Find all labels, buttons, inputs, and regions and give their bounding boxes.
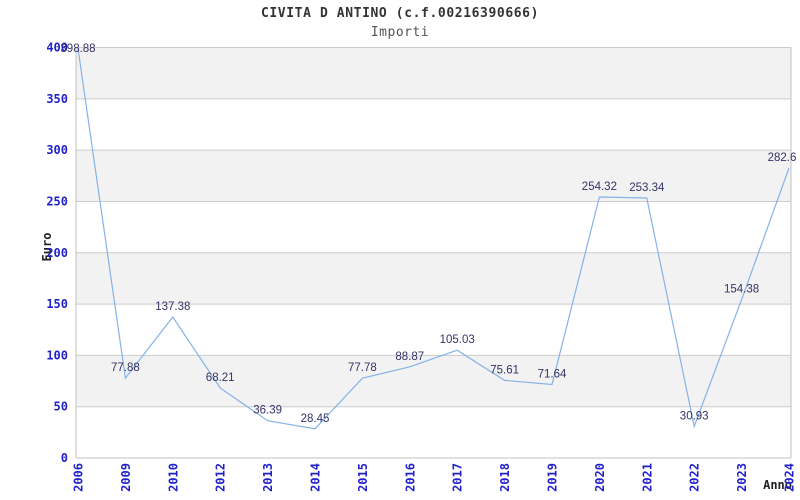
plot-band <box>76 47 791 99</box>
x-tick-label: 2021 <box>640 463 654 492</box>
y-tick-label: 300 <box>46 143 68 157</box>
x-tick-label: 2023 <box>735 463 749 492</box>
data-point-label: 254.32 <box>582 181 617 193</box>
y-tick-label: 100 <box>46 348 68 362</box>
x-tick-label: 2017 <box>451 463 465 492</box>
data-point-label: 36.39 <box>253 405 282 417</box>
plot-band <box>76 355 791 407</box>
x-tick-label: 2022 <box>688 463 702 492</box>
y-tick-label: 200 <box>46 246 68 260</box>
data-point-label: 28.45 <box>301 413 330 425</box>
x-tick-label: 2019 <box>546 463 560 492</box>
x-tick-label: 2020 <box>593 463 607 492</box>
data-point-label: 398.88 <box>60 43 95 55</box>
y-tick-label: 400 <box>46 41 68 55</box>
x-tick-label: 2018 <box>498 463 512 492</box>
x-tick-label: 2014 <box>309 463 323 492</box>
data-point-label: 137.38 <box>155 301 190 313</box>
x-tick-label: 2016 <box>403 463 417 492</box>
x-tick-label: 2013 <box>261 463 275 492</box>
data-line <box>77 48 790 430</box>
plot-band <box>76 150 791 202</box>
chart-title: CIVITA D ANTINO (c.f.00216390666) <box>260 6 540 21</box>
data-point-label: 282.6 <box>768 152 797 164</box>
y-tick-label: 50 <box>54 400 68 414</box>
x-tick-label: 2006 <box>72 463 86 492</box>
data-point-label: 253.34 <box>629 182 665 194</box>
plot-band <box>76 252 791 305</box>
x-axis-title: Anno <box>763 478 792 492</box>
x-tick-label: 2015 <box>356 463 370 492</box>
data-point-label: 77.88 <box>111 362 140 374</box>
data-point-label: 105.03 <box>440 334 475 346</box>
data-point-label: 68.21 <box>206 372 235 384</box>
x-tick-label: 2009 <box>119 463 133 492</box>
x-tick-label: 2024 <box>783 463 797 492</box>
x-tick-label: 2012 <box>214 463 228 492</box>
chart-subtitle: Importi <box>370 25 430 40</box>
data-point-label: 30.93 <box>680 410 709 422</box>
data-point-label: 77.78 <box>348 362 377 374</box>
x-tick-label: 2010 <box>166 463 180 492</box>
y-tick-label: 350 <box>46 92 68 106</box>
data-point-label: 154.38 <box>724 284 759 296</box>
y-tick-label: 150 <box>46 297 68 311</box>
data-point-label: 88.87 <box>395 351 424 363</box>
data-point-label: 75.61 <box>490 364 519 376</box>
data-point-label: 71.64 <box>538 368 567 380</box>
y-tick-label: 250 <box>46 194 68 208</box>
y-tick-label: 0 <box>61 451 68 465</box>
